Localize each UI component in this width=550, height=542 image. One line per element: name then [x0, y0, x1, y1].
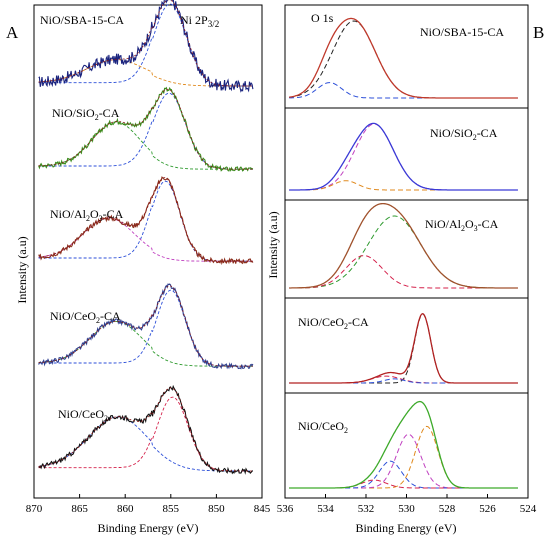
panel-a-fit-component	[38, 416, 253, 472]
panel-a-tick-label: 870	[26, 503, 43, 515]
panel-a-spectrum-line	[38, 0, 254, 93]
panel-a-fit-component	[38, 92, 253, 170]
panel-b-spectrum	[289, 202, 518, 289]
panel-b-tick-label: 530	[398, 503, 415, 515]
panel-a-tick-label: 860	[117, 503, 134, 515]
panel-a-spectrum-label: NiO/CeO2	[58, 407, 108, 423]
panel-b-spectrum-line	[289, 17, 518, 99]
panel-b-spectrum-line	[289, 400, 518, 489]
panel-b-spectrum-line	[289, 312, 518, 384]
panel-a-fit-envelope	[38, 0, 253, 87]
panel-a-ylabel: Intensity (a.u)	[15, 236, 29, 303]
panel-b-spectrum-label: NiO/Al2O3-CA	[425, 217, 499, 233]
panel-a-tick-label: 845	[254, 503, 271, 515]
panel-a-tick-label: 855	[163, 503, 180, 515]
panel-b-fit-component	[289, 82, 518, 99]
panel-b-fit-component	[289, 433, 518, 489]
panel-b-tick-label: 534	[317, 503, 334, 515]
panel-b-spectrum-labels: NiO/SBA-15-CA NiO/SiO2-CA NiO/Al2O3-CA NiO/…	[298, 25, 504, 435]
panel-b-tick-label: 536	[277, 503, 294, 515]
panel-a-fit-envelope	[38, 177, 253, 262]
panel-b-o1s: B Intensity (a.u) Binding Energy (eV) O …	[266, 4, 544, 535]
panel-a-tick-label: 850	[208, 503, 225, 515]
panel-b-fit-component	[289, 378, 518, 384]
panel-a-spectrum	[38, 283, 254, 370]
panel-b-spectrum-line	[289, 202, 518, 289]
panel-a-spectrum	[38, 384, 254, 475]
panel-b-fit-component	[289, 460, 518, 489]
panel-b-subpanel-dividers	[285, 107, 528, 394]
panel-a-ni2p: A Intensity (a.u) Binding Energy (eV) Ni…	[6, 0, 271, 535]
panel-a-spectrum	[38, 86, 254, 172]
panel-b-tick-label: 528	[439, 503, 456, 515]
panel-a-xlabel: Binding Energy (eV)	[97, 521, 198, 535]
panel-b-spectrum-line	[289, 122, 518, 191]
panel-b-tick-label: 526	[479, 503, 496, 515]
panel-b-spectrum	[289, 17, 518, 99]
panel-a-spectrum-labels: NiO/SBA-15-CA NiO/SiO2-CA NiO/Al2O3-CA NiO/…	[40, 13, 124, 423]
panel-a-fit-component	[38, 121, 253, 170]
panel-b-xlabel: Binding Energy (eV)	[355, 521, 456, 535]
panel-b-spectrum	[289, 312, 518, 384]
panel-b-x-ticks: 536 534 532 530 528 526 524	[277, 494, 537, 515]
panel-b-spectrum	[289, 400, 518, 489]
panel-a-spectrum-label: NiO/SBA-15-CA	[40, 13, 124, 27]
panel-b-fit-component	[289, 215, 518, 289]
panel-b-spectrum-label: NiO/CeO2-CA	[298, 315, 369, 331]
panel-b-spectrum-label: NiO/CeO2	[298, 419, 348, 435]
panel-a-spectrum-line	[38, 384, 254, 475]
panel-a-spectrum-label: NiO/CeO2-CA	[50, 309, 121, 325]
panel-a-fit-envelope	[38, 387, 253, 472]
panel-b-tick-label: 524	[520, 503, 537, 515]
panel-b-spectrum	[289, 122, 518, 191]
panel-b-letter: B	[533, 23, 544, 42]
panel-a-spectra	[38, 0, 254, 475]
panel-b-spectrum-label: NiO/SiO2-CA	[430, 126, 498, 142]
panel-a-tick-label: 865	[71, 503, 88, 515]
panel-a-spectrum-label: NiO/SiO2-CA	[52, 106, 120, 122]
panel-a-spectrum-line	[38, 176, 254, 266]
panel-a-header-sub: 3/2	[208, 19, 220, 29]
panel-a-header-main: Ni 2P	[180, 13, 208, 27]
panel-a-frame	[33, 4, 263, 499]
panel-a-spectrum	[38, 0, 254, 93]
panel-a-x-ticks: 870 865 860 855 850 845	[26, 494, 271, 515]
panel-b-fit-component	[289, 425, 518, 489]
panel-a-spectrum-line	[38, 86, 254, 172]
panel-a-spectrum	[38, 176, 254, 266]
panel-a-spectrum-label: NiO/Al2O3-CA	[50, 207, 124, 223]
panel-a-spectrum-line	[38, 283, 254, 370]
panel-b-tick-label: 532	[358, 503, 375, 515]
panel-a-fit-component	[38, 217, 253, 262]
panel-b-fit-component	[289, 375, 518, 384]
panel-b-fit-component	[289, 180, 518, 191]
panel-b-spectrum-label: NiO/SBA-15-CA	[420, 25, 504, 39]
panel-a-header: Ni 2P3/2	[180, 13, 219, 29]
panel-a-fit-envelope	[38, 88, 253, 170]
panel-a-letter: A	[6, 23, 19, 42]
panel-a-fit-envelope	[38, 285, 253, 367]
panel-b-spectra	[289, 17, 518, 489]
panel-a-fit-component	[38, 320, 253, 367]
panel-a-fit-component	[38, 180, 253, 262]
panel-b-ylabel: Intensity (a.u)	[266, 211, 280, 278]
panel-b-header: O 1s	[311, 11, 334, 25]
